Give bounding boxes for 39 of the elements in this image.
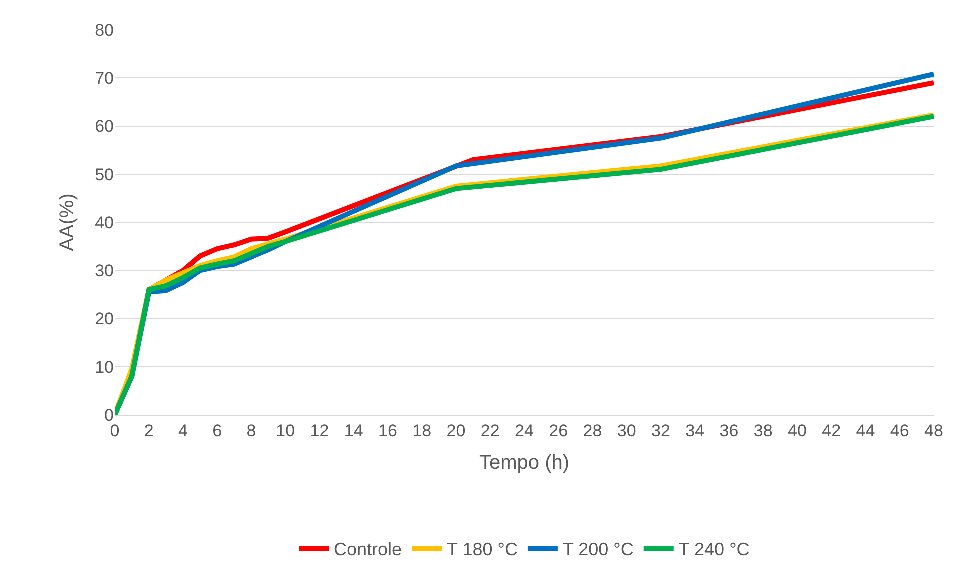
legend-label: Controle: [334, 540, 402, 560]
y-tick-label: 10: [95, 358, 114, 377]
x-tick-label: 12: [310, 421, 330, 440]
y-tick-label: 50: [95, 165, 114, 184]
y-tick-label: 40: [95, 213, 114, 232]
x-tick-label: 8: [246, 421, 256, 440]
y-tick-label: 0: [104, 406, 114, 425]
x-tick-label: 38: [754, 421, 773, 440]
y-tick-label: 20: [95, 310, 114, 329]
legend-label: T 200 °C: [562, 540, 634, 560]
y-tick-label: 80: [95, 20, 114, 40]
x-tick-label: 28: [583, 421, 602, 440]
x-tick-label: 30: [617, 421, 636, 440]
y-axis-title: AA(%): [56, 194, 79, 252]
x-tick-label: 26: [549, 421, 568, 440]
x-tick-label: 20: [446, 421, 466, 440]
x-tick-label: 6: [212, 421, 222, 440]
x-tick-label: 46: [890, 421, 910, 440]
x-tick-label: 2: [144, 421, 154, 440]
y-tick-label: 70: [95, 69, 114, 88]
x-tick-label: 18: [412, 421, 432, 440]
y-tick-label: 60: [95, 117, 114, 136]
x-tick-label: 44: [856, 421, 876, 440]
x-tick-label: 36: [720, 421, 739, 440]
x-tick-label: 24: [515, 421, 534, 440]
x-tick-label: 48: [924, 421, 944, 440]
x-tick-label: 16: [378, 421, 398, 440]
y-tick-label: 30: [95, 262, 114, 281]
x-axis-title: Tempo (h): [479, 452, 570, 474]
x-tick-label: 14: [344, 421, 364, 440]
x-tick-label: 32: [652, 421, 670, 440]
x-tick-label: 22: [480, 421, 500, 440]
x-tick-label: 10: [276, 421, 296, 440]
x-tick-label: 4: [178, 421, 188, 440]
x-tick-label: 34: [686, 421, 705, 440]
legend-label: T 180 °C: [447, 540, 518, 560]
x-tick-label: 42: [822, 421, 842, 440]
x-tick-label: 40: [788, 421, 807, 440]
legend-label: T 240 °C: [678, 540, 750, 560]
